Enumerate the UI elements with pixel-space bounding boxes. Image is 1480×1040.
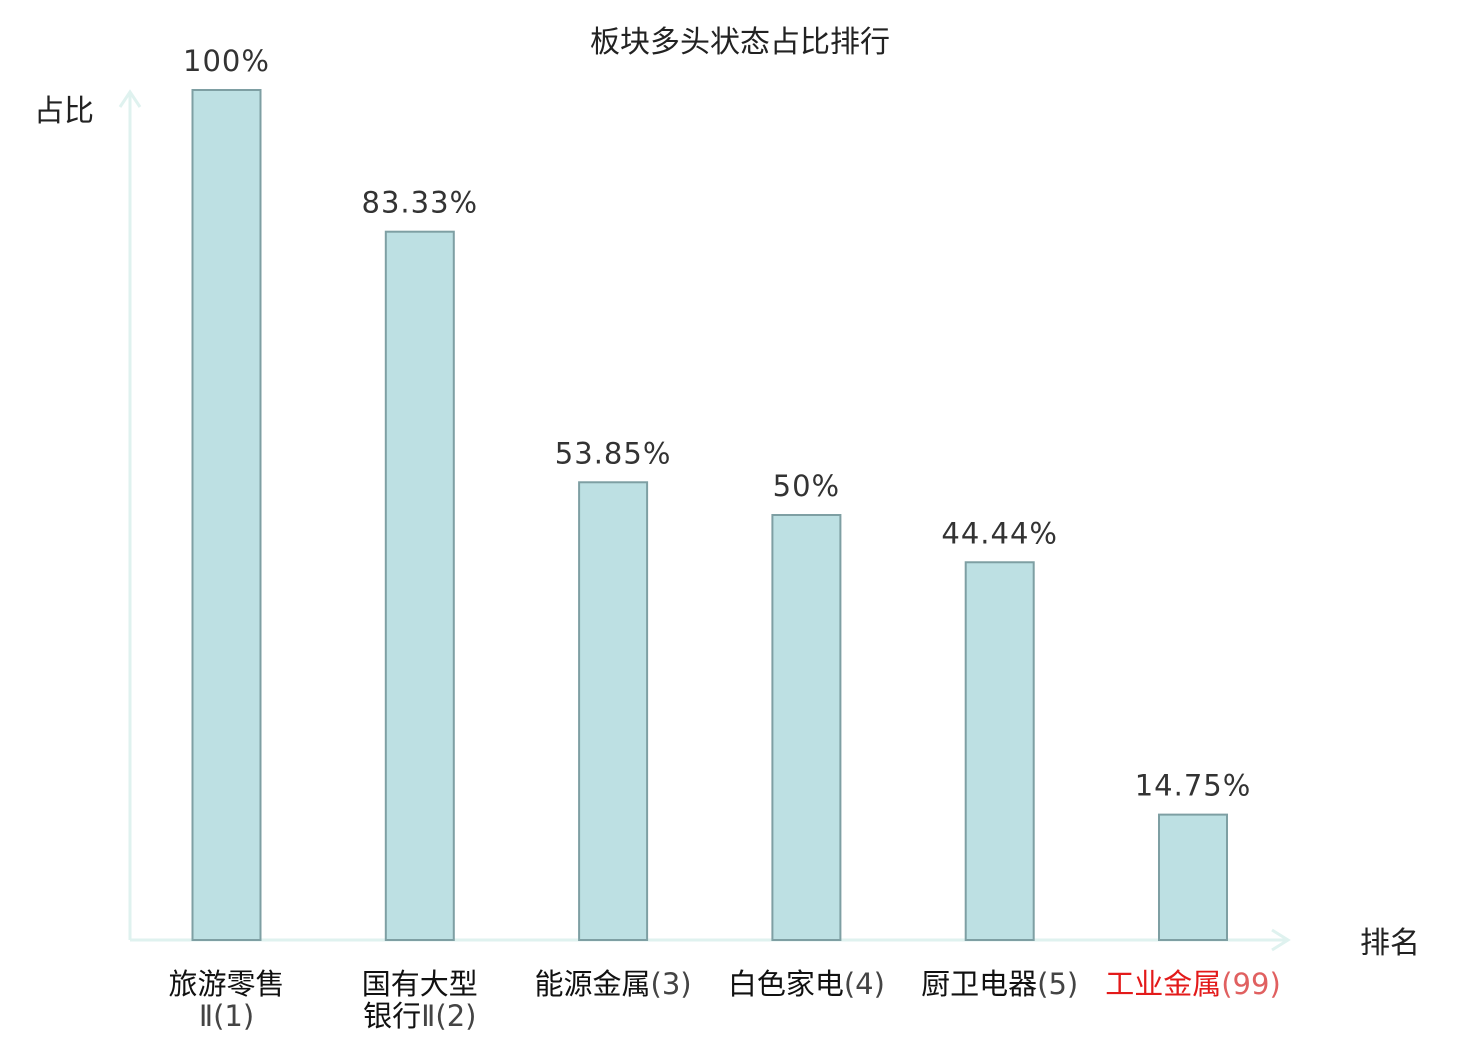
category-name-3: 能源金属 — [535, 967, 651, 1001]
chart-title: 板块多头状态占比排行 — [590, 25, 890, 60]
category-rank-2: Ⅱ(2) — [421, 999, 476, 1033]
value-label-4: 50% — [773, 469, 840, 503]
category-name-4: 白色家电 — [728, 967, 844, 1001]
category-label-1-line-1: 旅游零售 — [168, 967, 284, 1001]
category-rank-3: (3) — [651, 967, 692, 1001]
category-label-4-line-1: 白色家电(4) — [728, 967, 885, 1001]
value-label-6: 14.75% — [1135, 769, 1252, 803]
category-rank-4: (4) — [844, 967, 885, 1001]
bar-3 — [578, 481, 649, 941]
bar-2 — [384, 230, 455, 941]
bar-6 — [1158, 813, 1228, 941]
category-name-2: 银行 — [363, 999, 421, 1033]
category-label-3-line-1: 能源金属(3) — [535, 967, 692, 1001]
value-labels-group: 100% 83.33% 53.85% 50% 44.44% 14.75% — [183, 44, 1252, 803]
category-name-2: 国有大型 — [362, 967, 478, 1001]
bar-4 — [771, 514, 842, 941]
bar-1 — [191, 89, 262, 941]
x-axis-arrow — [1271, 928, 1291, 952]
category-name-6: 工业金属 — [1105, 967, 1221, 1001]
category-rank-5: (5) — [1037, 967, 1078, 1001]
value-label-5: 44.44% — [941, 516, 1058, 550]
category-name-5: 厨卫电器 — [921, 967, 1037, 1001]
category-label-1-line-2: Ⅱ(1) — [199, 999, 254, 1033]
category-name-1: 旅游零售 — [168, 967, 284, 1001]
category-label-2-line-1: 国有大型 — [362, 967, 478, 1001]
x-axis-label: 排名 — [1360, 926, 1420, 961]
category-label-2-line-2: 银行Ⅱ(2) — [363, 999, 476, 1033]
value-label-1: 100% — [183, 44, 270, 78]
value-label-3: 53.85% — [555, 436, 672, 470]
y-axis-label: 占比 — [34, 94, 94, 129]
category-label-5-line-1: 厨卫电器(5) — [921, 967, 1078, 1001]
category-rank-1: Ⅱ(1) — [199, 999, 254, 1033]
value-label-2: 83.33% — [362, 186, 479, 220]
category-label-6-line-1: 工业金属(99) — [1105, 967, 1281, 1001]
y-axis-arrow — [118, 89, 142, 108]
category-rank-6: (99) — [1221, 967, 1281, 1001]
bars-group — [191, 89, 1228, 941]
bar-5 — [964, 561, 1035, 941]
